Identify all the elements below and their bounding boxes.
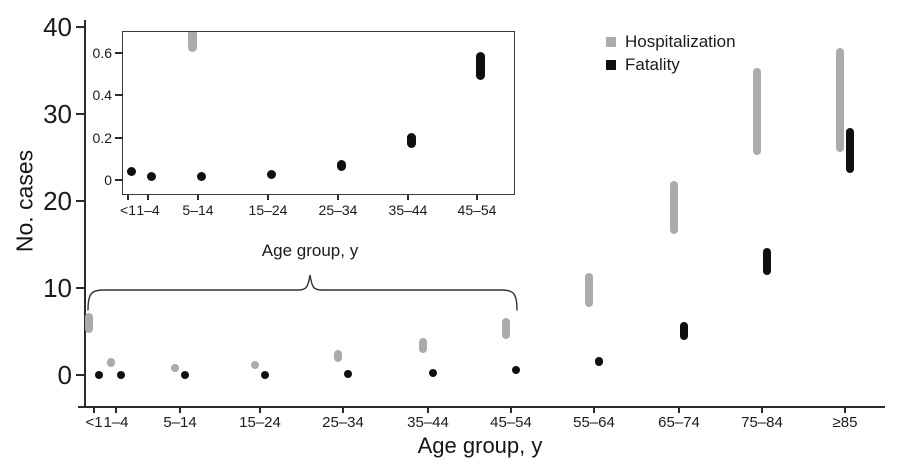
inset-hospitalization-interval (188, 32, 197, 52)
fatality-interval (680, 321, 688, 341)
y-axis-line (84, 20, 86, 408)
y-axis-tick (76, 26, 85, 28)
y-tick-label: 20 (43, 186, 72, 216)
inset-x-tick-label: 45–54 (457, 202, 497, 218)
y-tick-label: 30 (43, 99, 72, 129)
fatality-legend-label: Fatality (625, 54, 680, 74)
y-tick-label: 10 (43, 273, 72, 303)
inset-x-axis-tick (407, 195, 409, 200)
y-axis-tick (76, 200, 85, 202)
inset-y-axis-tick (115, 179, 123, 181)
hospitalization-interval (753, 67, 761, 155)
inset-fatality-interval (476, 52, 485, 80)
x-axis-tick (510, 407, 512, 413)
brace-annotation (87, 274, 518, 311)
fatality-interval (595, 356, 603, 367)
x-axis-tick (593, 407, 595, 413)
inset-y-tick-label: 0.6 (92, 44, 112, 61)
inset-chart (122, 31, 515, 195)
x-axis-tick (678, 407, 680, 413)
legend-item-hospitalization: Hospitalization (606, 30, 736, 53)
y-axis-tick (76, 374, 85, 376)
hospitalization-swatch-icon (606, 36, 616, 47)
inset-x-tick-label: 1–4 (136, 202, 160, 218)
x-axis-tick (259, 407, 261, 413)
inset-x-axis-tick (197, 195, 199, 200)
fatality-interval (95, 370, 103, 379)
x-tick-label: 35–44 (407, 414, 449, 431)
inset-x-tick-label: 25–34 (318, 202, 358, 218)
inset-fatality-interval (267, 170, 276, 180)
x-tick-label: 15–24 (239, 414, 281, 431)
inset-y-axis-tick (115, 94, 123, 96)
x-tick-label: <1 (85, 414, 103, 431)
hospitalization-interval (107, 357, 115, 368)
inset-y-axis-tick (115, 136, 123, 139)
fatality-interval (344, 370, 352, 379)
inset-x-axis-tick (337, 195, 339, 200)
inset-x-axis-title: Age group, y (261, 241, 359, 260)
x-axis-tick (115, 407, 117, 413)
inset-y-axis-tick (115, 51, 123, 54)
legend-item-fatality: Fatality (606, 53, 736, 76)
x-tick-label: ≥85 (832, 414, 858, 431)
inset-x-axis-tick (476, 195, 478, 200)
hospitalization-interval (171, 363, 179, 372)
inset-fatality-interval (407, 132, 416, 148)
fatality-interval (429, 369, 437, 378)
x-axis-tick (427, 407, 429, 413)
fatality-interval (117, 370, 125, 379)
x-axis-tick (93, 407, 95, 413)
hospitalization-interval (251, 361, 259, 370)
x-tick-label: 55–64 (573, 414, 615, 431)
y-tick-label: 0 (57, 360, 72, 390)
x-axis-title: Age group, y (417, 433, 543, 458)
hospitalization-interval (836, 47, 844, 153)
inset-y-tick-label: 0.2 (92, 129, 112, 146)
inset-x-tick-label: 15–24 (248, 202, 288, 218)
inset-x-tick-label: 5–14 (182, 202, 214, 218)
fatality-interval (261, 370, 269, 379)
y-axis-tick (76, 113, 85, 115)
fatality-interval (763, 247, 771, 275)
y-tick-label: 40 (43, 12, 72, 42)
x-axis-line (78, 406, 885, 408)
inset-x-axis-tick (267, 195, 269, 200)
x-tick-label: 5–14 (163, 414, 197, 431)
inset-fatality-interval (147, 171, 156, 181)
inset-y-tick-label: 0 (104, 172, 112, 188)
legend: Hospitalization Fatality (606, 30, 736, 76)
x-tick-label: 1–4 (103, 414, 129, 431)
hospitalization-interval (85, 313, 93, 334)
hospitalization-interval (419, 337, 427, 354)
inset-x-tick-label: <1 (120, 202, 136, 218)
hospitalization-interval (334, 349, 342, 362)
hospitalization-legend-label: Hospitalization (625, 31, 736, 51)
x-tick-label: 25–34 (322, 414, 364, 431)
inset-fatality-interval (127, 166, 136, 176)
x-axis-tick (179, 407, 181, 413)
fatality-interval (512, 366, 520, 375)
fatality-swatch-icon (606, 59, 616, 70)
x-axis-tick (342, 407, 344, 413)
inset-x-axis-tick (147, 195, 149, 200)
x-tick-label: 75–84 (741, 414, 783, 431)
hospitalization-interval (585, 273, 593, 308)
fatality-interval (846, 127, 854, 174)
x-axis-tick (844, 407, 846, 413)
hospitalization-interval (502, 317, 510, 340)
x-tick-label: 65–74 (658, 414, 700, 431)
fatality-interval (181, 370, 189, 379)
y-axis-tick (76, 287, 85, 289)
inset-fatality-interval (197, 171, 206, 181)
inset-x-axis-tick (127, 195, 129, 200)
x-axis-tick (761, 407, 763, 413)
hospitalization-interval (670, 180, 678, 235)
inset-fatality-interval (337, 160, 346, 171)
inset-x-tick-label: 35–44 (388, 202, 428, 218)
inset-y-tick-label: 0.4 (92, 87, 112, 103)
x-tick-label: 45–54 (490, 414, 532, 431)
